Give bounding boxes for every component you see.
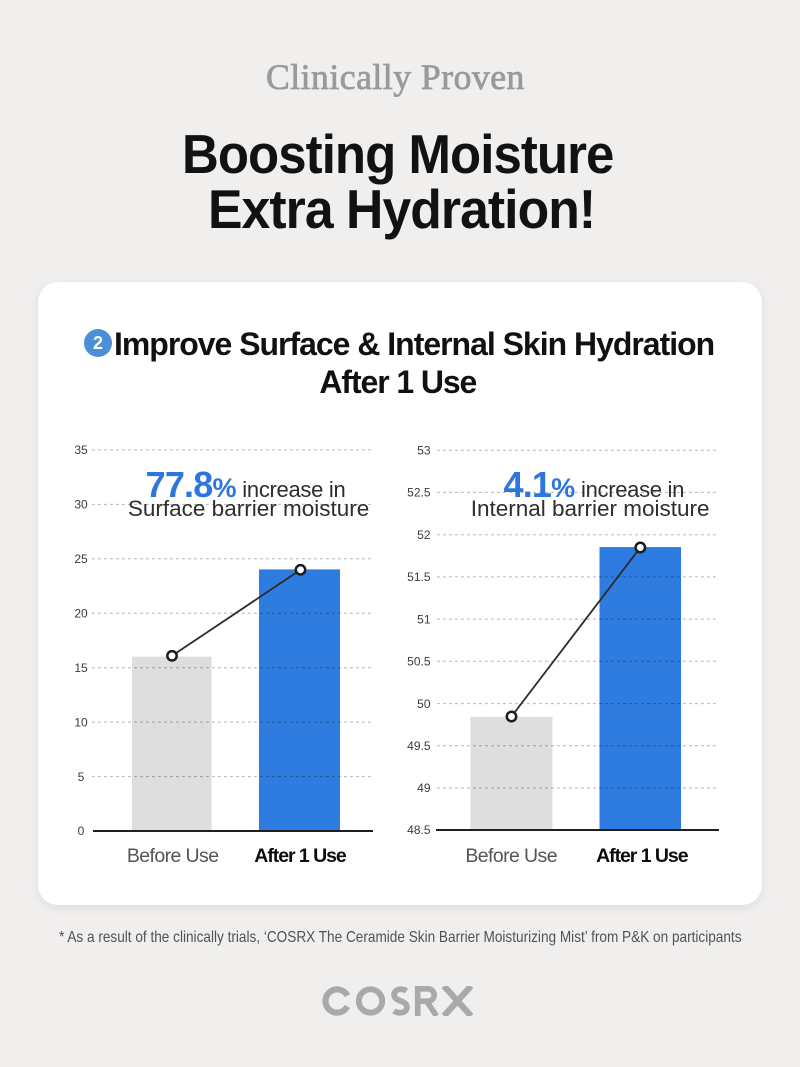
svg-text:49: 49: [417, 781, 431, 795]
svg-text:5: 5: [78, 770, 85, 784]
svg-text:52: 52: [417, 528, 431, 542]
svg-text:15: 15: [74, 661, 88, 675]
svg-text:35: 35: [74, 443, 88, 457]
svg-text:20: 20: [74, 607, 88, 621]
svg-text:50: 50: [417, 697, 431, 711]
svg-text:49.5: 49.5: [407, 739, 431, 753]
svg-text:52.5: 52.5: [407, 486, 431, 500]
svg-text:48.5: 48.5: [407, 823, 431, 837]
svg-text:0: 0: [78, 824, 85, 838]
svg-text:51: 51: [417, 612, 431, 626]
svg-text:51.5: 51.5: [407, 570, 431, 584]
svg-text:50.5: 50.5: [407, 655, 431, 669]
svg-text:25: 25: [74, 552, 88, 566]
svg-text:53: 53: [417, 443, 431, 457]
svg-text:30: 30: [74, 498, 88, 512]
svg-text:10: 10: [74, 715, 88, 729]
